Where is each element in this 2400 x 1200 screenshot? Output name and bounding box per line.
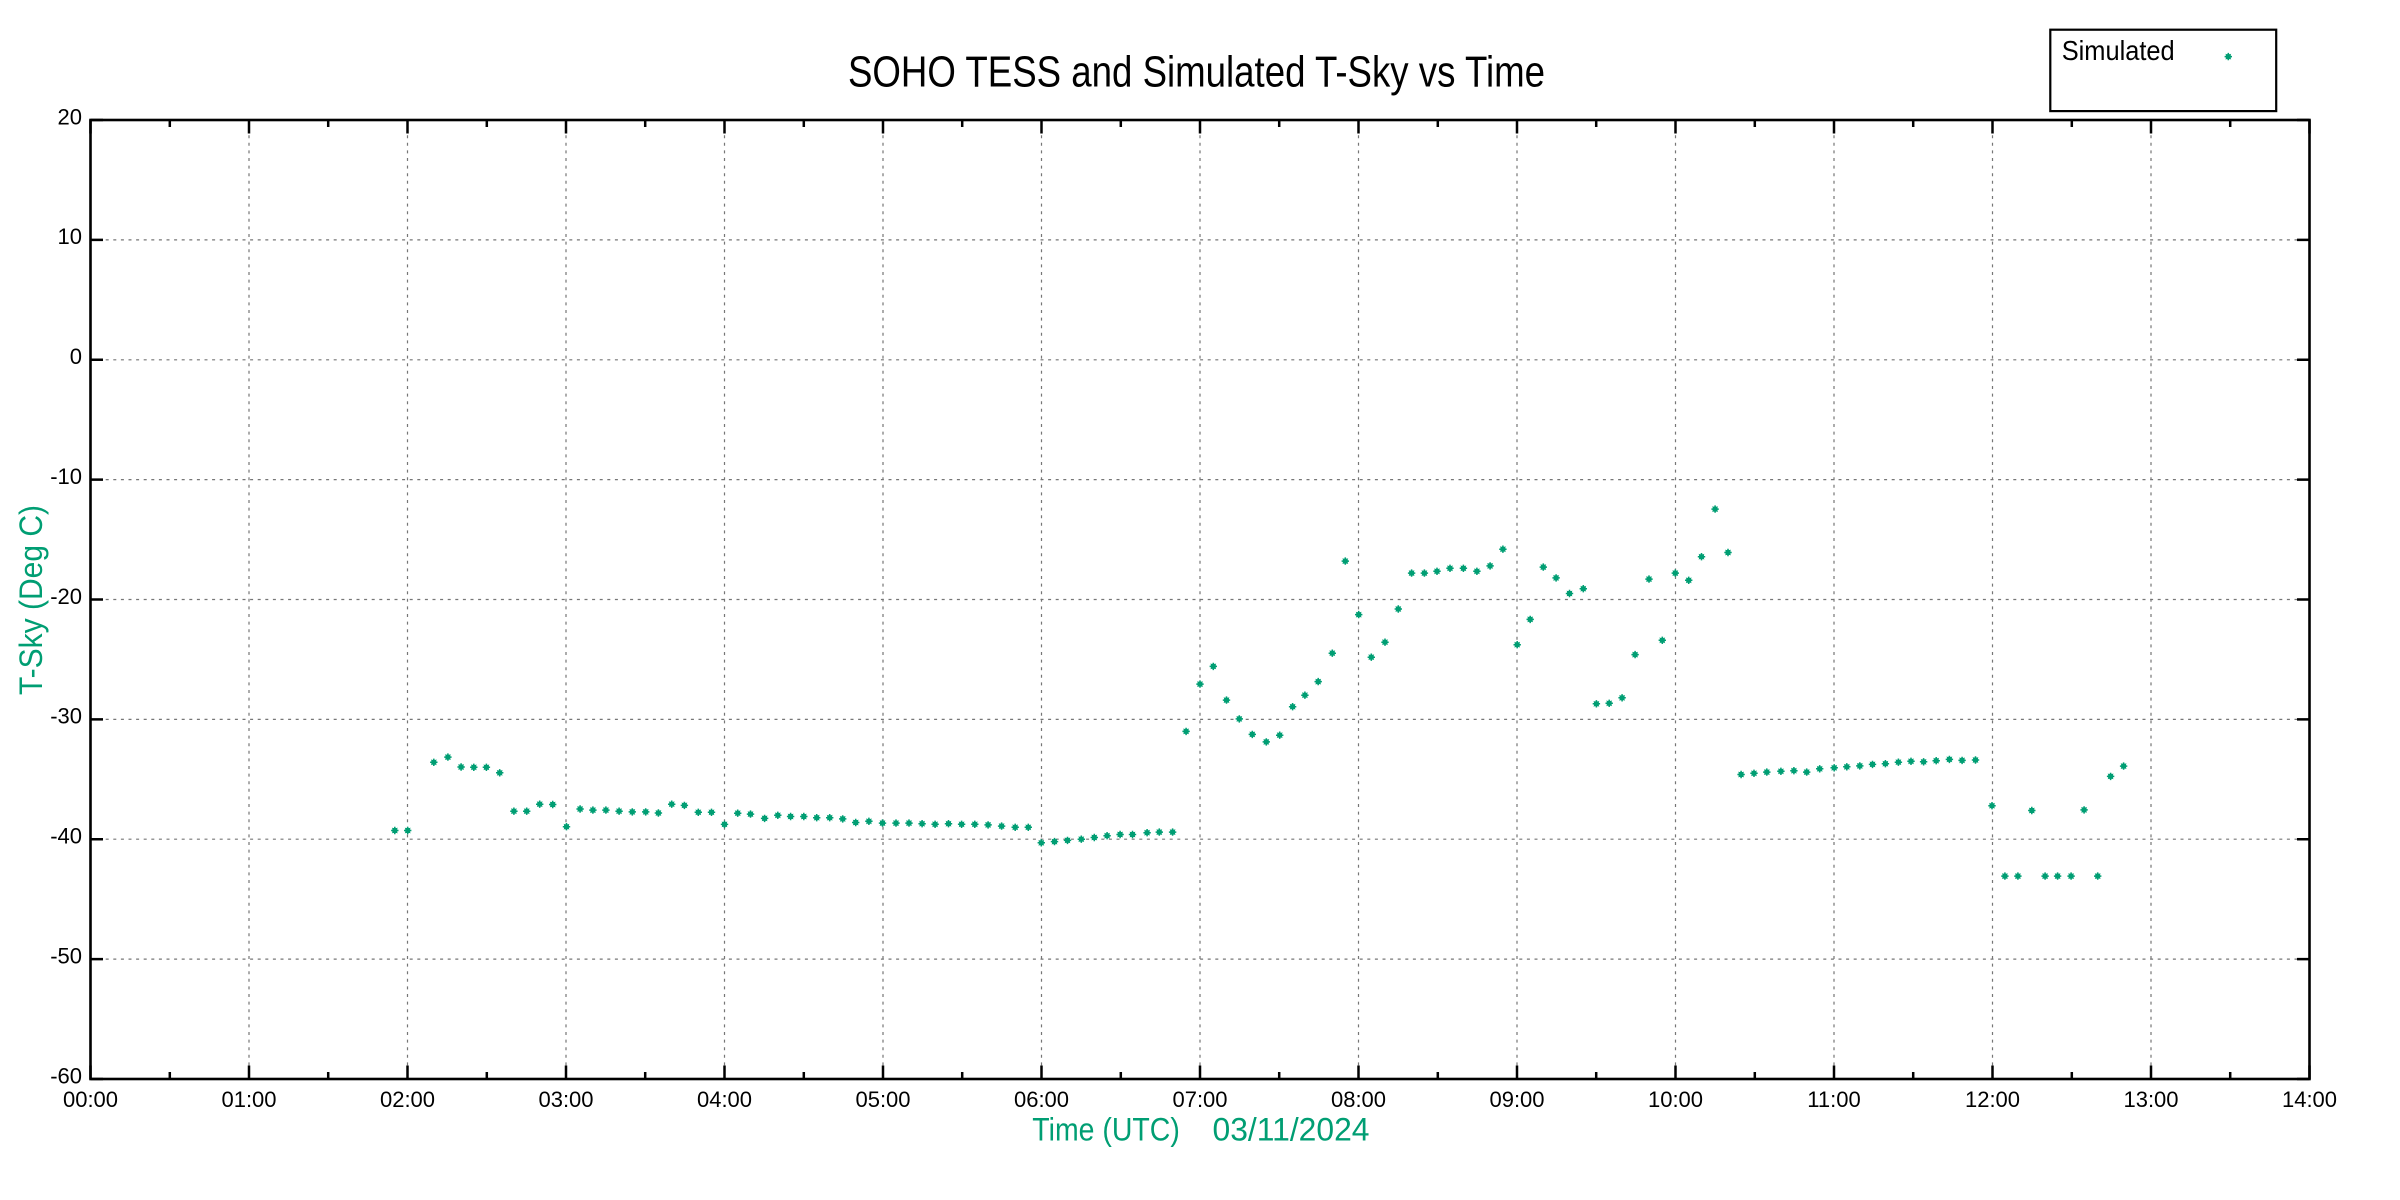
svg-text:Time (UTC): Time (UTC) xyxy=(1032,1112,1180,1148)
svg-text:-60: -60 xyxy=(50,1063,82,1088)
svg-text:SOHO TESS and Simulated T-Sky: SOHO TESS and Simulated T-Sky vs Time xyxy=(848,48,1545,97)
svg-text:02:00: 02:00 xyxy=(380,1087,435,1112)
svg-text:-20: -20 xyxy=(50,584,82,609)
svg-text:-40: -40 xyxy=(50,824,82,849)
svg-text:-50: -50 xyxy=(50,943,82,968)
svg-text:09:00: 09:00 xyxy=(1489,1087,1544,1112)
svg-text:-10: -10 xyxy=(50,464,82,489)
svg-text:T-Sky (Deg C): T-Sky (Deg C) xyxy=(13,505,49,695)
svg-text:08:00: 08:00 xyxy=(1331,1087,1386,1112)
svg-text:04:00: 04:00 xyxy=(697,1087,752,1112)
svg-text:0: 0 xyxy=(70,344,82,369)
svg-text:20: 20 xyxy=(58,104,82,129)
svg-text:06:00: 06:00 xyxy=(1014,1087,1069,1112)
svg-text:12:00: 12:00 xyxy=(1965,1087,2020,1112)
svg-text:Simulated: Simulated xyxy=(2062,35,2175,66)
svg-text:05:00: 05:00 xyxy=(855,1087,910,1112)
svg-text:-30: -30 xyxy=(50,704,82,729)
svg-text:03:00: 03:00 xyxy=(538,1087,593,1112)
svg-text:00:00: 00:00 xyxy=(63,1087,118,1112)
svg-text:10:00: 10:00 xyxy=(1648,1087,1703,1112)
svg-text:10: 10 xyxy=(58,224,82,249)
svg-text:14:00: 14:00 xyxy=(2282,1087,2337,1112)
svg-text:11:00: 11:00 xyxy=(1807,1087,1860,1112)
svg-text:13:00: 13:00 xyxy=(2123,1087,2178,1112)
svg-text:01:00: 01:00 xyxy=(221,1087,276,1112)
svg-text:03/11/2024: 03/11/2024 xyxy=(1213,1112,1370,1148)
svg-text:07:00: 07:00 xyxy=(1172,1087,1227,1112)
